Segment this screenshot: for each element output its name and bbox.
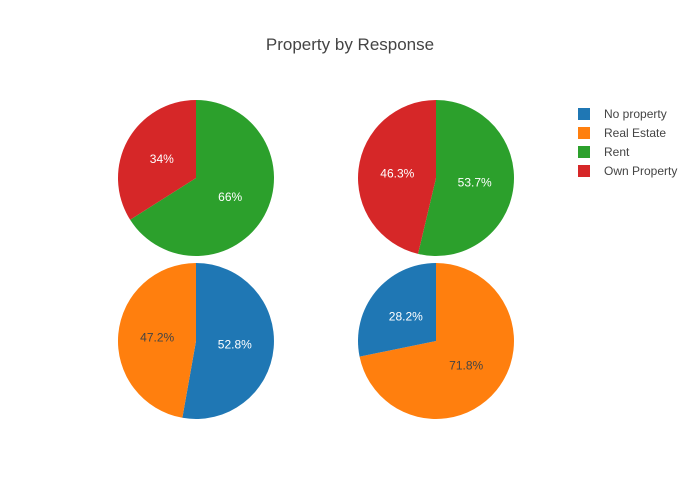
pie-2-slice-label-1: 53.7% [458, 176, 492, 190]
legend-item-rent[interactable]: Rent [578, 145, 630, 159]
legend-label: Own Property [604, 164, 677, 178]
pie-3: 52.8% 47.2% [117, 263, 274, 419]
pie-4-slice-label-1: 71.8% [449, 359, 483, 373]
pie-3-slice-label-2: 47.2% [140, 331, 174, 345]
pie-4: 71.8% 28.2% [357, 263, 514, 419]
pie-4-slice-label-2: 28.2% [389, 309, 423, 323]
pie-4-slice-real-estate[interactable] [359, 263, 514, 419]
pie-2-slice-rent[interactable] [418, 100, 515, 256]
legend-label: Rent [604, 145, 630, 159]
legend-item-own-property[interactable]: Own Property [578, 164, 677, 178]
pie-1-slice-own-property[interactable] [118, 100, 196, 220]
legend-label: Real Estate [604, 126, 666, 140]
legend-item-no-property[interactable]: No property [578, 107, 667, 121]
pie-grid: 66% 34% 53.7% 46.3% 52.8% 47.2% 71.8% 28.2% [117, 100, 515, 419]
pie-3-slice-label-1: 52.8% [218, 337, 252, 351]
pie-2-slice-own-property[interactable] [358, 100, 436, 254]
legend-swatch [578, 127, 590, 139]
pie-3-slice-real-estate[interactable] [117, 263, 196, 418]
legend-swatch [578, 108, 590, 120]
chart-title: Property by Response [266, 35, 434, 54]
pie-1-slice-rent[interactable] [130, 100, 275, 256]
pie-4-slice-no-property[interactable] [357, 263, 436, 357]
pie-1: 66% 34% [118, 100, 275, 256]
pie-2: 53.7% 46.3% [358, 100, 515, 256]
legend-swatch [578, 146, 590, 158]
legend-swatch [578, 165, 590, 177]
legend-item-real-estate[interactable]: Real Estate [578, 126, 666, 140]
pie-3-slice-no-property[interactable] [182, 263, 274, 419]
pie-1-slice-label-1: 66% [218, 190, 242, 204]
pie-2-slice-label-2: 46.3% [380, 167, 414, 181]
pie-1-slice-label-2: 34% [150, 152, 174, 166]
legend: No property Real Estate Rent Own Property [578, 107, 677, 178]
legend-label: No property [604, 107, 667, 121]
